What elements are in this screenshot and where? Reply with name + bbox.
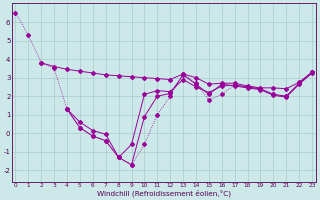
X-axis label: Windchill (Refroidissement éolien,°C): Windchill (Refroidissement éolien,°C) (97, 189, 231, 197)
